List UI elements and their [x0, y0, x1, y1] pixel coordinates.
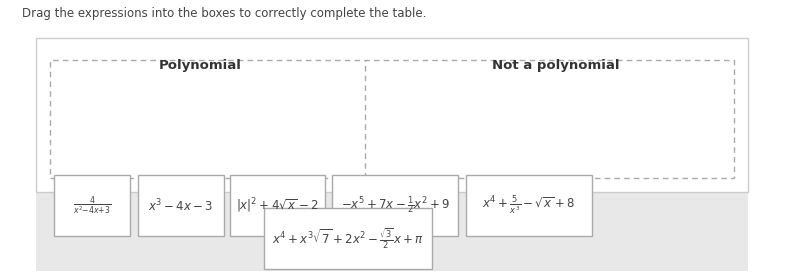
Text: $-x^5 + 7x - \frac{1}{2}x^2 + 9$: $-x^5 + 7x - \frac{1}{2}x^2 + 9$ — [341, 195, 450, 216]
Bar — [230, 175, 325, 236]
Polygon shape — [350, 178, 379, 193]
Text: $|x|^2 + 4\sqrt{x} - 2$: $|x|^2 + 4\sqrt{x} - 2$ — [236, 196, 319, 215]
Bar — [54, 175, 130, 236]
Text: $x^4 + \frac{5}{x^3} - \sqrt{x} + 8$: $x^4 + \frac{5}{x^3} - \sqrt{x} + 8$ — [482, 194, 575, 217]
Text: $x^3 - 4x - 3$: $x^3 - 4x - 3$ — [148, 197, 214, 214]
Bar — [264, 208, 432, 269]
Bar — [466, 175, 592, 236]
Bar — [332, 175, 458, 236]
Bar — [36, 38, 748, 192]
Bar — [36, 192, 748, 271]
Text: Drag the expressions into the boxes to correctly complete the table.: Drag the expressions into the boxes to c… — [22, 7, 426, 20]
Text: $\frac{4}{x^2{-}4x{+}3}$: $\frac{4}{x^2{-}4x{+}3}$ — [73, 194, 112, 217]
Text: Polynomial: Polynomial — [158, 59, 241, 73]
Text: Not a polynomial: Not a polynomial — [492, 59, 619, 73]
Text: $x^4 + x^3\sqrt{7} + 2x^2 - \frac{\sqrt{3}}{2}x + \pi$: $x^4 + x^3\sqrt{7} + 2x^2 - \frac{\sqrt{… — [272, 226, 424, 250]
Bar — [138, 175, 224, 236]
Bar — [50, 60, 734, 178]
